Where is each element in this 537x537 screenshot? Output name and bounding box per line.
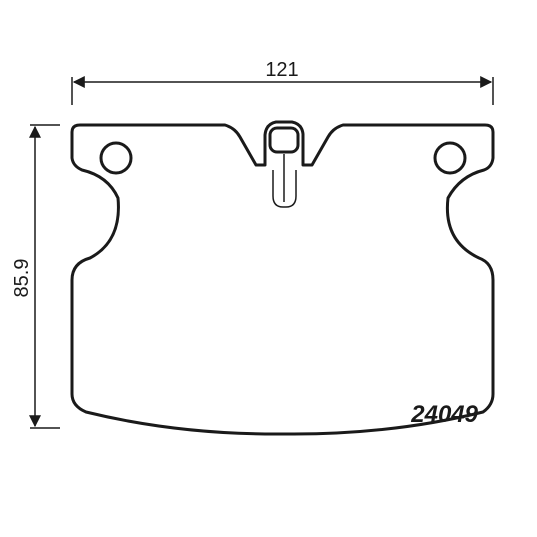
height-value: 85.9 [11, 259, 33, 298]
center-notch [273, 154, 296, 207]
right-hole [435, 143, 465, 173]
left-hole [101, 143, 131, 173]
width-value: 121 [265, 59, 298, 81]
part-number: 24049 [410, 401, 478, 428]
width-dimension: 121 [72, 59, 493, 105]
height-dimension: 85.9 [11, 125, 60, 428]
center-tab [270, 128, 298, 152]
brake-pad-outline [72, 122, 493, 434]
